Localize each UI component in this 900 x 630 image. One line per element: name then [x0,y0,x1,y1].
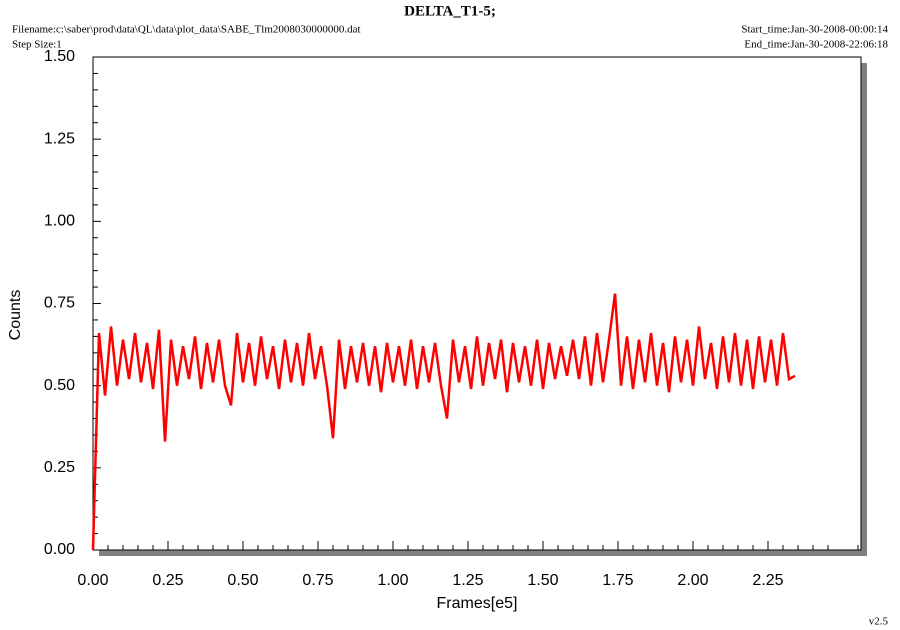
data-line [91,293,796,551]
chart-title: DELTA_T1-5; [404,3,496,19]
y-tick-label: 1.50 [44,48,75,65]
x-tick-label: 2.25 [752,572,783,589]
filename: Filename:c:\saber\prod\data\QL\data\plot… [12,24,361,36]
x-tick-label: 1.25 [452,572,483,589]
x-tick-label: 0.00 [77,572,108,589]
y-tick-label: 1.25 [44,130,75,147]
x-tick-label: 1.50 [527,572,558,589]
x-tick-label: 0.50 [227,572,258,589]
step-size: Step Size:1 [12,39,62,51]
y-tick-label: 0.75 [44,295,75,312]
y-axis-label: Counts [7,290,24,341]
x-tick-label: 0.25 [152,572,183,589]
x-axis-label: Frames[e5] [437,595,518,612]
x-tick-label: 0.75 [302,572,333,589]
end-time: End_time:Jan-30-2008-22:06:18 [744,39,888,51]
y-tick-label: 0.50 [44,377,75,394]
plot-area [92,56,862,551]
x-tick-label: 1.00 [377,572,408,589]
version: v2.5 [869,616,889,628]
y-tick-label: 0.25 [44,459,75,476]
y-tick-label: 1.00 [44,213,75,230]
x-tick-label: 2.00 [677,572,708,589]
x-tick-label: 1.75 [602,572,633,589]
start-time: Start_time:Jan-30-2008-00:00:14 [741,24,888,36]
y-tick-label: 0.00 [44,541,75,558]
